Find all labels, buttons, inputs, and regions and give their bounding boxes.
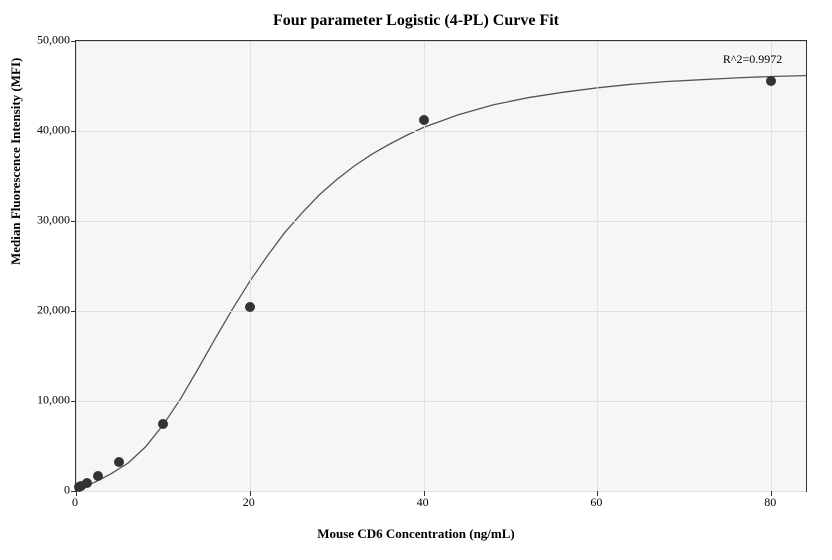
- r-squared-annotation: R^2=0.9972: [723, 52, 782, 67]
- fit-curve-svg: [76, 41, 806, 491]
- data-point: [114, 457, 124, 467]
- data-point: [82, 478, 92, 488]
- gridline-horizontal: [76, 131, 806, 132]
- gridline-horizontal: [76, 401, 806, 402]
- gridline-horizontal: [76, 41, 806, 42]
- data-point: [245, 302, 255, 312]
- y-tick-label: 10,000: [37, 393, 70, 408]
- data-point: [93, 471, 103, 481]
- gridline-horizontal: [76, 311, 806, 312]
- gridline-vertical: [597, 41, 598, 491]
- x-tick-label: 60: [590, 495, 602, 510]
- chart-container: Four parameter Logistic (4-PL) Curve Fit…: [0, 0, 832, 560]
- y-tick-label: 40,000: [37, 123, 70, 138]
- fit-curve-path: [76, 76, 806, 488]
- gridline-vertical: [771, 41, 772, 491]
- x-tick-label: 20: [243, 495, 255, 510]
- data-point: [766, 76, 776, 86]
- plot-area: [75, 40, 807, 492]
- x-axis-label: Mouse CD6 Concentration (ng/mL): [0, 526, 832, 542]
- gridline-horizontal: [76, 221, 806, 222]
- chart-title: Four parameter Logistic (4-PL) Curve Fit: [0, 12, 832, 30]
- x-tick-label: 80: [764, 495, 776, 510]
- gridline-vertical: [424, 41, 425, 491]
- y-tick-label: 50,000: [37, 33, 70, 48]
- gridline-vertical: [250, 41, 251, 491]
- gridline-horizontal: [76, 491, 806, 492]
- x-tick-label: 40: [417, 495, 429, 510]
- y-tick-label: 20,000: [37, 303, 70, 318]
- data-point: [419, 115, 429, 125]
- gridline-vertical: [76, 41, 77, 491]
- y-axis-label: Median Fluorescence Intensity (MFI): [8, 58, 24, 265]
- data-point: [158, 419, 168, 429]
- y-tick-label: 30,000: [37, 213, 70, 228]
- x-tick-label: 0: [72, 495, 78, 510]
- y-tick-label: 0: [64, 483, 70, 498]
